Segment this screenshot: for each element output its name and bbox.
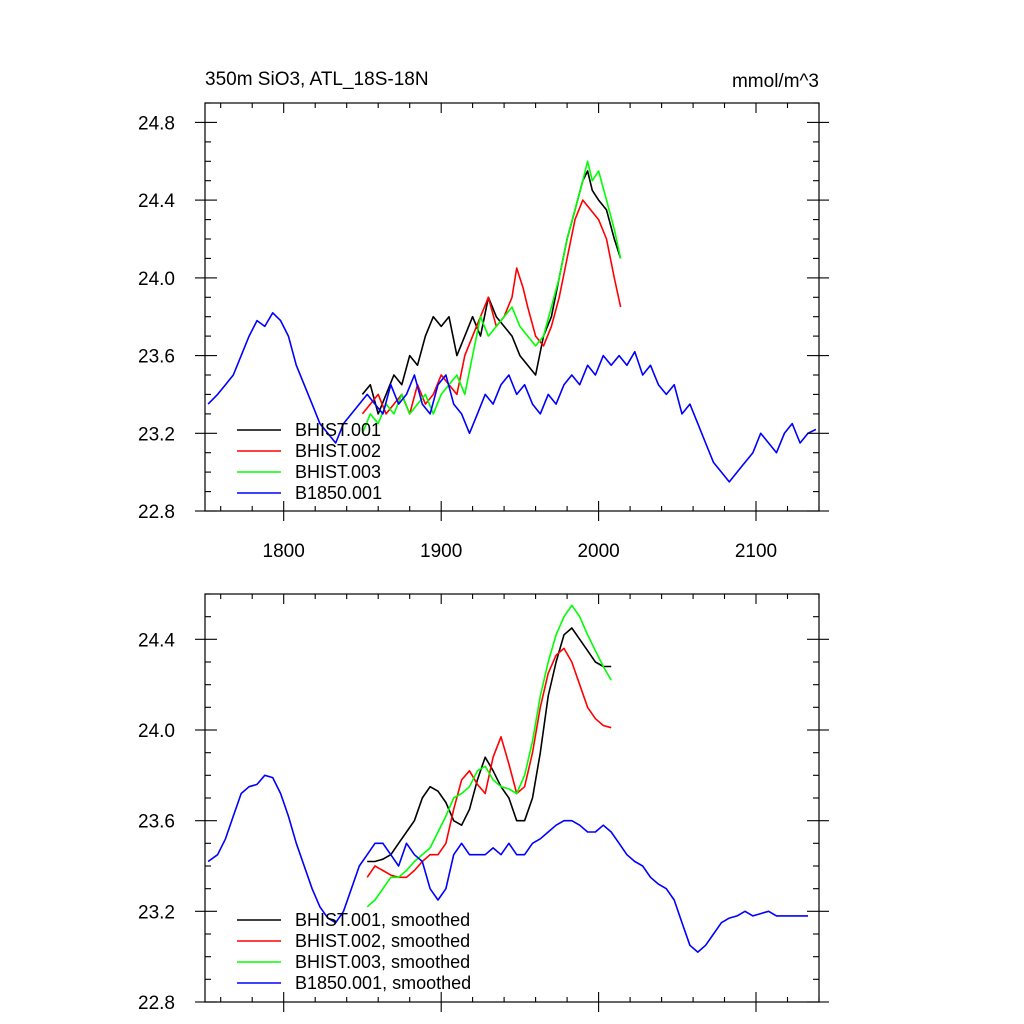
x-tick-label: 2000	[577, 541, 619, 562]
legend-label: B1850.001	[295, 483, 382, 503]
y-tick-label: 22.8	[138, 502, 175, 523]
series-line-1	[361, 199, 622, 415]
y-tick-label: 22.8	[138, 993, 175, 1014]
series-line-3	[207, 774, 808, 953]
top-panel: 350m SiO3, ATL_18S-18N mmol/m^3 1800 1900…	[138, 69, 829, 562]
y-tick-label: 23.2	[138, 902, 175, 923]
y-tick-label: 23.6	[138, 347, 175, 368]
y-tick-label: 24.0	[138, 721, 175, 742]
series-line-2	[361, 160, 622, 434]
y-tick-label: 24.4	[138, 630, 175, 651]
panel-title: 350m SiO3, ATL_18S-18N	[205, 69, 429, 90]
series-line-0	[367, 627, 612, 863]
legend-label: BHIST.001	[295, 420, 381, 440]
series-line-2	[366, 604, 612, 908]
series-layer	[207, 604, 808, 953]
series-line-1	[366, 647, 612, 879]
series-layer	[207, 160, 817, 483]
legend-label: BHIST.003, smoothed	[295, 952, 470, 972]
ticks-layer: 22.8 23.2 23.6 24.0 24.4	[138, 593, 829, 1014]
series-line-3	[207, 312, 817, 483]
x-tick-label: 2100	[735, 541, 777, 562]
x-tick-label: 1900	[420, 541, 462, 562]
legend-label: BHIST.002	[295, 441, 381, 461]
y-tick-label: 23.2	[138, 424, 175, 445]
bottom-panel: 22.8 23.2 23.6 24.0 24.4 BHIST.001, smoothed…	[138, 593, 829, 1014]
legend-label: BHIST.002, smoothed	[295, 931, 470, 951]
x-tick-label: 1800	[263, 541, 305, 562]
y-tick-label: 24.0	[138, 269, 175, 290]
legend-label: BHIST.001, smoothed	[295, 910, 470, 930]
y-tick-label: 24.4	[138, 191, 175, 212]
ticks-layer: 1800 1900 2000 2100 22.8 23.2 23.6 24.0 24.4 24.8	[138, 102, 829, 562]
legend-label: BHIST.003	[295, 462, 381, 482]
legend-label: B1850.001, smoothed	[295, 973, 471, 993]
plot-frame	[204, 102, 820, 512]
y-tick-label: 24.8	[138, 113, 175, 134]
y-tick-label: 23.6	[138, 812, 175, 833]
panel-units: mmol/m^3	[732, 71, 819, 92]
